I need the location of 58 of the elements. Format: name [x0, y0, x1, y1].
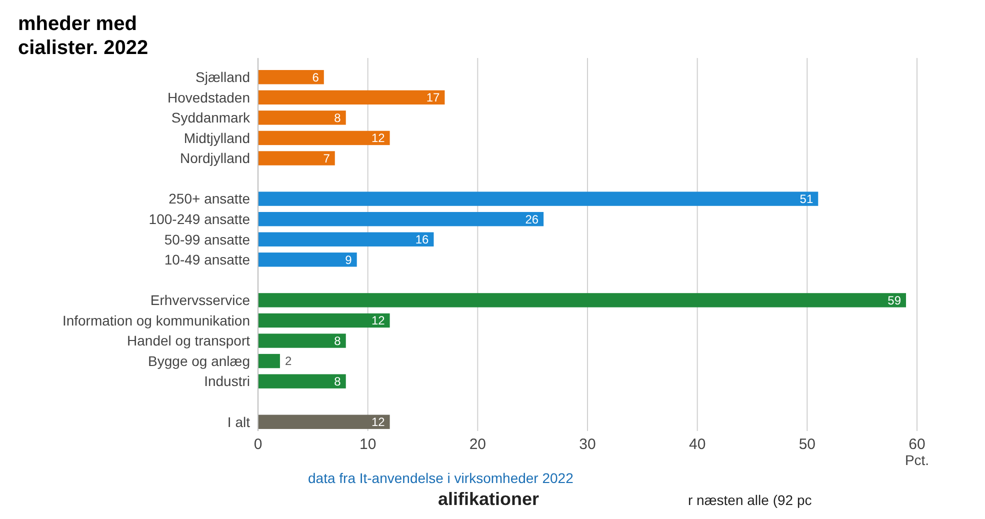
data-label: 12	[371, 415, 386, 430]
x-tick-label: 60	[908, 436, 926, 453]
data-label: 8	[334, 110, 342, 125]
bar	[258, 252, 357, 267]
data-label: 8	[334, 374, 342, 389]
y-tick-label: 50-99 ansatte	[164, 231, 250, 248]
bar	[258, 232, 434, 246]
data-label: 59	[888, 293, 902, 308]
y-tick-label: Hovedstaden	[167, 89, 250, 106]
data-label: 6	[312, 70, 320, 84]
y-tick-label: Midtjylland	[184, 130, 250, 146]
y-tick-label: Information og kommunikation	[62, 312, 250, 328]
text: mheder med	[18, 13, 137, 35]
y-tick-label: I alt	[227, 414, 250, 430]
y-tick-label: Bygge og anlæg	[148, 352, 250, 369]
x-tick-label: 10	[359, 436, 376, 453]
text: cialister. 2022	[18, 37, 148, 59]
bar	[258, 110, 346, 125]
data-label: 12	[371, 131, 386, 146]
bar	[258, 293, 906, 308]
bar	[258, 151, 335, 166]
y-tick-label: Erhvervsservice	[150, 292, 250, 308]
bar	[258, 374, 346, 388]
text: r næsten alle (92 pc	[688, 492, 812, 508]
bar	[258, 334, 346, 348]
data-label: 12	[371, 314, 386, 328]
x-tick-label: 20	[469, 436, 486, 453]
bar	[258, 313, 390, 328]
bar	[258, 414, 390, 429]
bar	[258, 90, 445, 105]
bar	[258, 212, 544, 226]
data-label: 16	[415, 232, 430, 247]
y-tick-label: 100-249 ansatte	[148, 210, 250, 227]
data-label: 26	[525, 212, 539, 226]
y-tick-label: Nordjylland	[180, 150, 250, 166]
bar	[258, 130, 390, 146]
y-tick-label: Sjælland	[196, 69, 250, 86]
y-tick-label: Syddanmark	[171, 110, 251, 126]
x-tick-label: 0	[254, 436, 262, 453]
data-label: 9	[345, 252, 352, 267]
data-label: 7	[323, 151, 330, 166]
x-tick-label: 30	[579, 436, 596, 453]
y-tick-label: Industri	[204, 373, 250, 390]
y-tick-label: Handel og transport	[127, 332, 250, 349]
y-tick-label: 10-49 ansatte	[164, 252, 250, 268]
data-label: 8	[334, 334, 342, 348]
x-tick-label: 40	[688, 436, 706, 453]
x-axis-title: Pct.	[904, 452, 930, 468]
bar	[258, 354, 280, 368]
y-tick-label: 250+ ansatte	[168, 190, 250, 207]
data-label: 17	[426, 90, 440, 105]
bar	[258, 70, 324, 84]
data-label: 2	[284, 354, 292, 368]
data-label: 51	[800, 192, 814, 206]
text: data fra It-anvendelse i virksomheder 2022	[308, 470, 574, 486]
bar	[258, 192, 818, 206]
x-tick-label: 50	[798, 436, 816, 453]
text: alifikationer	[438, 489, 540, 509]
